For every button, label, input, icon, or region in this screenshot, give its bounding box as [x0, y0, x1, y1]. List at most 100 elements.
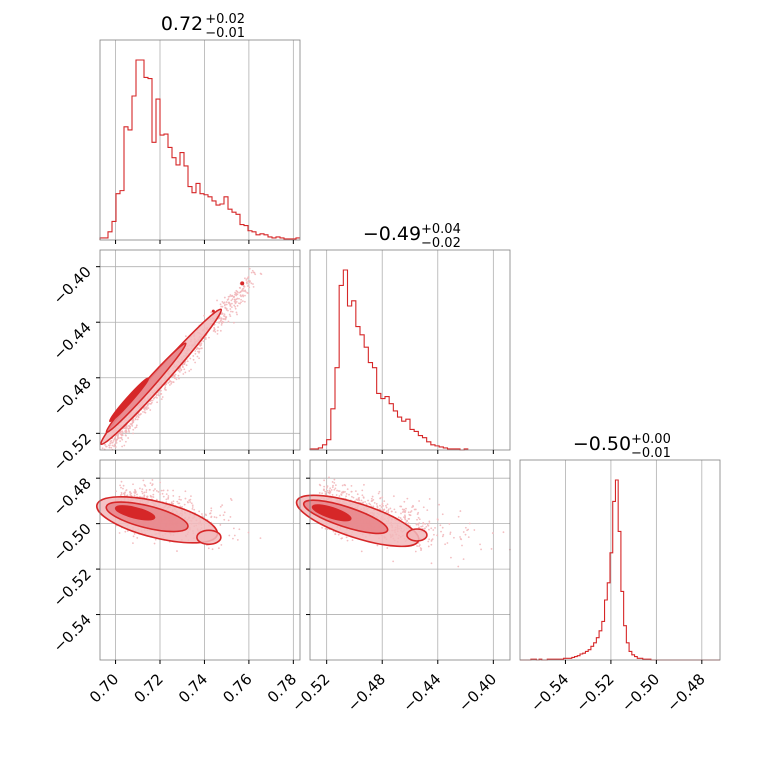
sample-point	[233, 321, 235, 324]
sample-point	[134, 427, 137, 429]
sample-point	[121, 431, 124, 434]
sample-point	[105, 445, 108, 448]
sample-point	[247, 292, 250, 295]
sample-point	[254, 273, 257, 276]
sample-point	[335, 494, 338, 496]
sample-point	[385, 506, 388, 509]
y-tick-label: −0.52	[50, 565, 95, 610]
sample-point	[223, 511, 226, 514]
param-title-0: 0.72	[161, 13, 203, 35]
sample-point	[103, 443, 106, 446]
sample-point	[180, 498, 182, 501]
sample-point	[418, 518, 421, 521]
panel-1-1-frame	[309, 249, 511, 451]
sample-point	[421, 525, 424, 528]
histogram-p1	[309, 269, 469, 451]
sample-point	[230, 299, 233, 302]
sample-point	[418, 526, 421, 529]
sample-point	[252, 285, 255, 288]
sample-point	[181, 505, 184, 508]
sample-point	[341, 537, 344, 540]
sample-point	[227, 309, 229, 312]
sample-point	[241, 300, 244, 302]
sample-point	[133, 533, 136, 535]
sample-point	[147, 407, 150, 409]
sample-point	[204, 338, 207, 341]
sample-point	[461, 544, 463, 547]
y-tick-label: −0.52	[50, 429, 95, 474]
sample-point	[420, 525, 423, 528]
sample-point	[246, 277, 249, 280]
sample-point	[326, 485, 329, 488]
sample-point	[251, 269, 254, 272]
sample-point	[336, 489, 338, 492]
sample-point	[230, 306, 233, 309]
sample-point	[331, 486, 334, 489]
sample-point	[334, 484, 337, 487]
sample-point	[408, 513, 411, 516]
sample-point	[222, 318, 225, 321]
sample-point	[114, 446, 117, 448]
sample-point	[350, 484, 353, 487]
sample-point	[236, 293, 238, 295]
sample-point	[112, 440, 115, 442]
sample-point	[129, 427, 131, 429]
param-title-minus-2: −0.01	[631, 446, 671, 461]
sample-point	[376, 505, 379, 508]
sample-point	[417, 516, 420, 519]
sample-point	[392, 560, 395, 563]
sample-point	[415, 523, 418, 526]
x-tick-label: −0.52	[573, 670, 618, 715]
sample-point	[210, 509, 213, 512]
sample-point	[123, 444, 126, 447]
sample-point	[381, 496, 384, 499]
sample-point	[246, 285, 249, 287]
sample-point	[361, 494, 364, 497]
sample-point	[131, 424, 134, 427]
sample-point	[209, 512, 211, 515]
sample-point	[170, 502, 173, 505]
sample-point	[161, 492, 164, 495]
sample-point	[328, 492, 331, 494]
sample-point	[222, 302, 225, 305]
sample-point	[406, 497, 409, 500]
sample-point	[151, 479, 154, 481]
contour-island	[406, 528, 428, 542]
sample-point	[225, 301, 228, 303]
sample-point	[343, 483, 346, 486]
sample-point	[238, 297, 240, 300]
sample-point	[189, 498, 192, 501]
x-tick-label: 0.72	[130, 670, 166, 706]
param-title-minus-0: −0.01	[205, 26, 245, 41]
sample-point	[184, 497, 187, 500]
sample-point	[228, 313, 231, 316]
sample-point	[219, 320, 222, 323]
sample-point	[101, 447, 104, 450]
sample-point	[448, 523, 451, 525]
sample-point	[127, 437, 130, 439]
sample-point	[426, 509, 429, 512]
sample-point	[146, 495, 149, 498]
sample-point	[358, 496, 361, 499]
sample-point	[127, 428, 130, 430]
sample-point	[184, 371, 187, 374]
sample-point	[238, 528, 241, 531]
panel-2-1-grid	[310, 460, 510, 660]
sample-point	[434, 526, 436, 529]
sample-point	[141, 492, 144, 495]
sample-point	[391, 510, 393, 513]
sample-point	[154, 538, 157, 541]
sample-point	[394, 511, 397, 514]
sample-point	[234, 302, 237, 305]
sample-point	[387, 508, 390, 511]
sample-point	[136, 493, 138, 496]
sample-point	[422, 506, 425, 509]
sample-point	[216, 332, 219, 335]
x-tick-label: −0.44	[399, 670, 444, 715]
sample-point	[178, 498, 181, 501]
sample-point	[236, 313, 238, 316]
sample-point	[244, 277, 246, 280]
sample-point	[172, 500, 175, 503]
sample-point	[184, 335, 187, 337]
